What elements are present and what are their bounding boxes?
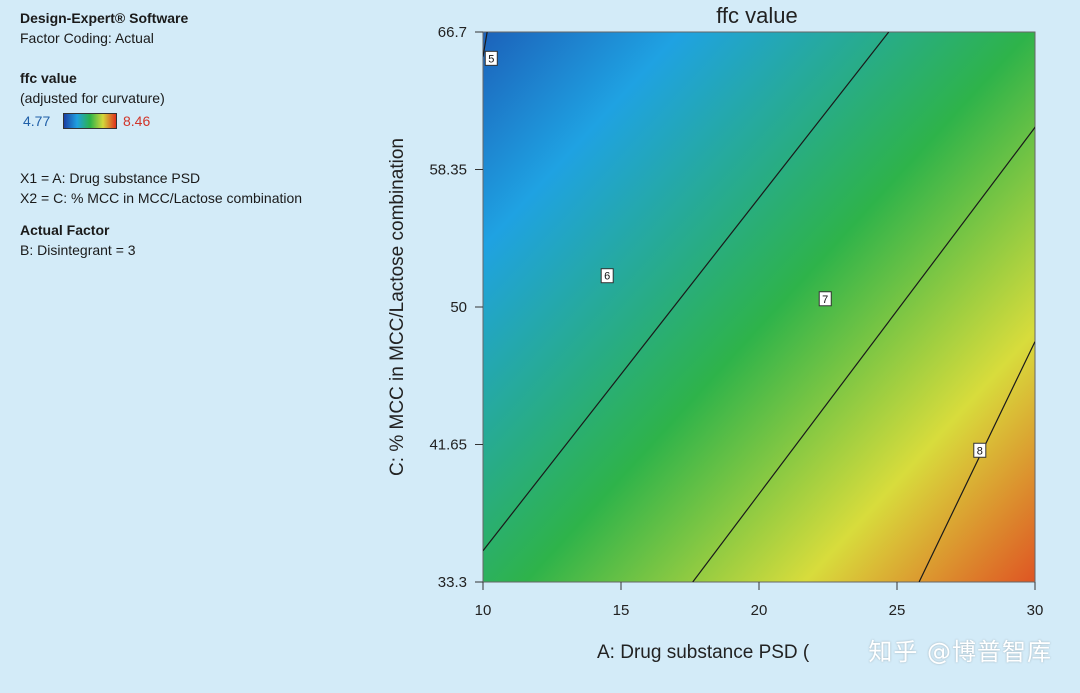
y-tick-label: 58.35 xyxy=(429,162,467,179)
response-note: (adjusted for curvature) xyxy=(20,90,165,106)
contour-line-7 xyxy=(692,126,1035,582)
x1-definition: X1 = A: Drug substance PSD xyxy=(20,170,201,186)
actual-factor-title: Actual Factor xyxy=(20,222,110,238)
response-name: ffc value xyxy=(20,70,77,86)
x2-definition: X2 = C: % MCC in MCC/Lactose combination xyxy=(20,190,303,206)
svg-text:5: 5 xyxy=(488,53,494,65)
x-tick-label: 20 xyxy=(751,602,768,619)
svg-text:8: 8 xyxy=(977,445,983,457)
svg-text:6: 6 xyxy=(604,271,610,283)
contour-line-6 xyxy=(483,32,890,552)
y-tick-label: 50 xyxy=(450,299,467,316)
y-axis-label: C: % MCC in MCC/Lactose combination xyxy=(387,138,408,476)
contour-label-8: 8 xyxy=(973,442,987,458)
legend-min: 4.77 xyxy=(23,113,51,129)
color-legend: 4.77 8.46 xyxy=(20,110,380,132)
chart-title: ffc value xyxy=(716,3,798,28)
legend-max: 8.46 xyxy=(123,113,151,129)
contour-label-7: 7 xyxy=(818,291,832,307)
contour-line-5 xyxy=(483,32,488,57)
x-tick-label: 30 xyxy=(1027,602,1044,619)
actual-factor-value: B: Disintegrant = 3 xyxy=(20,242,136,258)
x-tick-label: 25 xyxy=(889,602,906,619)
y-tick-label: 41.65 xyxy=(429,437,467,454)
svg-text:7: 7 xyxy=(822,294,828,306)
x-tick-label: 15 xyxy=(613,602,630,619)
contour-label-6: 6 xyxy=(600,268,614,284)
info-panel: Design-Expert® Software Factor Coding: A… xyxy=(20,8,380,260)
contour-line-8 xyxy=(918,341,1035,582)
software-name: Design-Expert® Software xyxy=(20,10,189,26)
x-tick-label: 10 xyxy=(475,602,492,619)
y-tick-label: 33.3 xyxy=(438,574,467,591)
watermark-text: 知乎 @博普智库 xyxy=(868,638,1052,666)
contour-label-5: 5 xyxy=(484,50,498,66)
legend-gradient-bar xyxy=(63,113,117,129)
contour-color-field xyxy=(483,32,1035,582)
x-axis-label: A: Drug substance PSD ( xyxy=(597,642,810,663)
y-tick-label: 66.7 xyxy=(438,24,467,41)
factor-coding: Factor Coding: Actual xyxy=(20,30,154,46)
